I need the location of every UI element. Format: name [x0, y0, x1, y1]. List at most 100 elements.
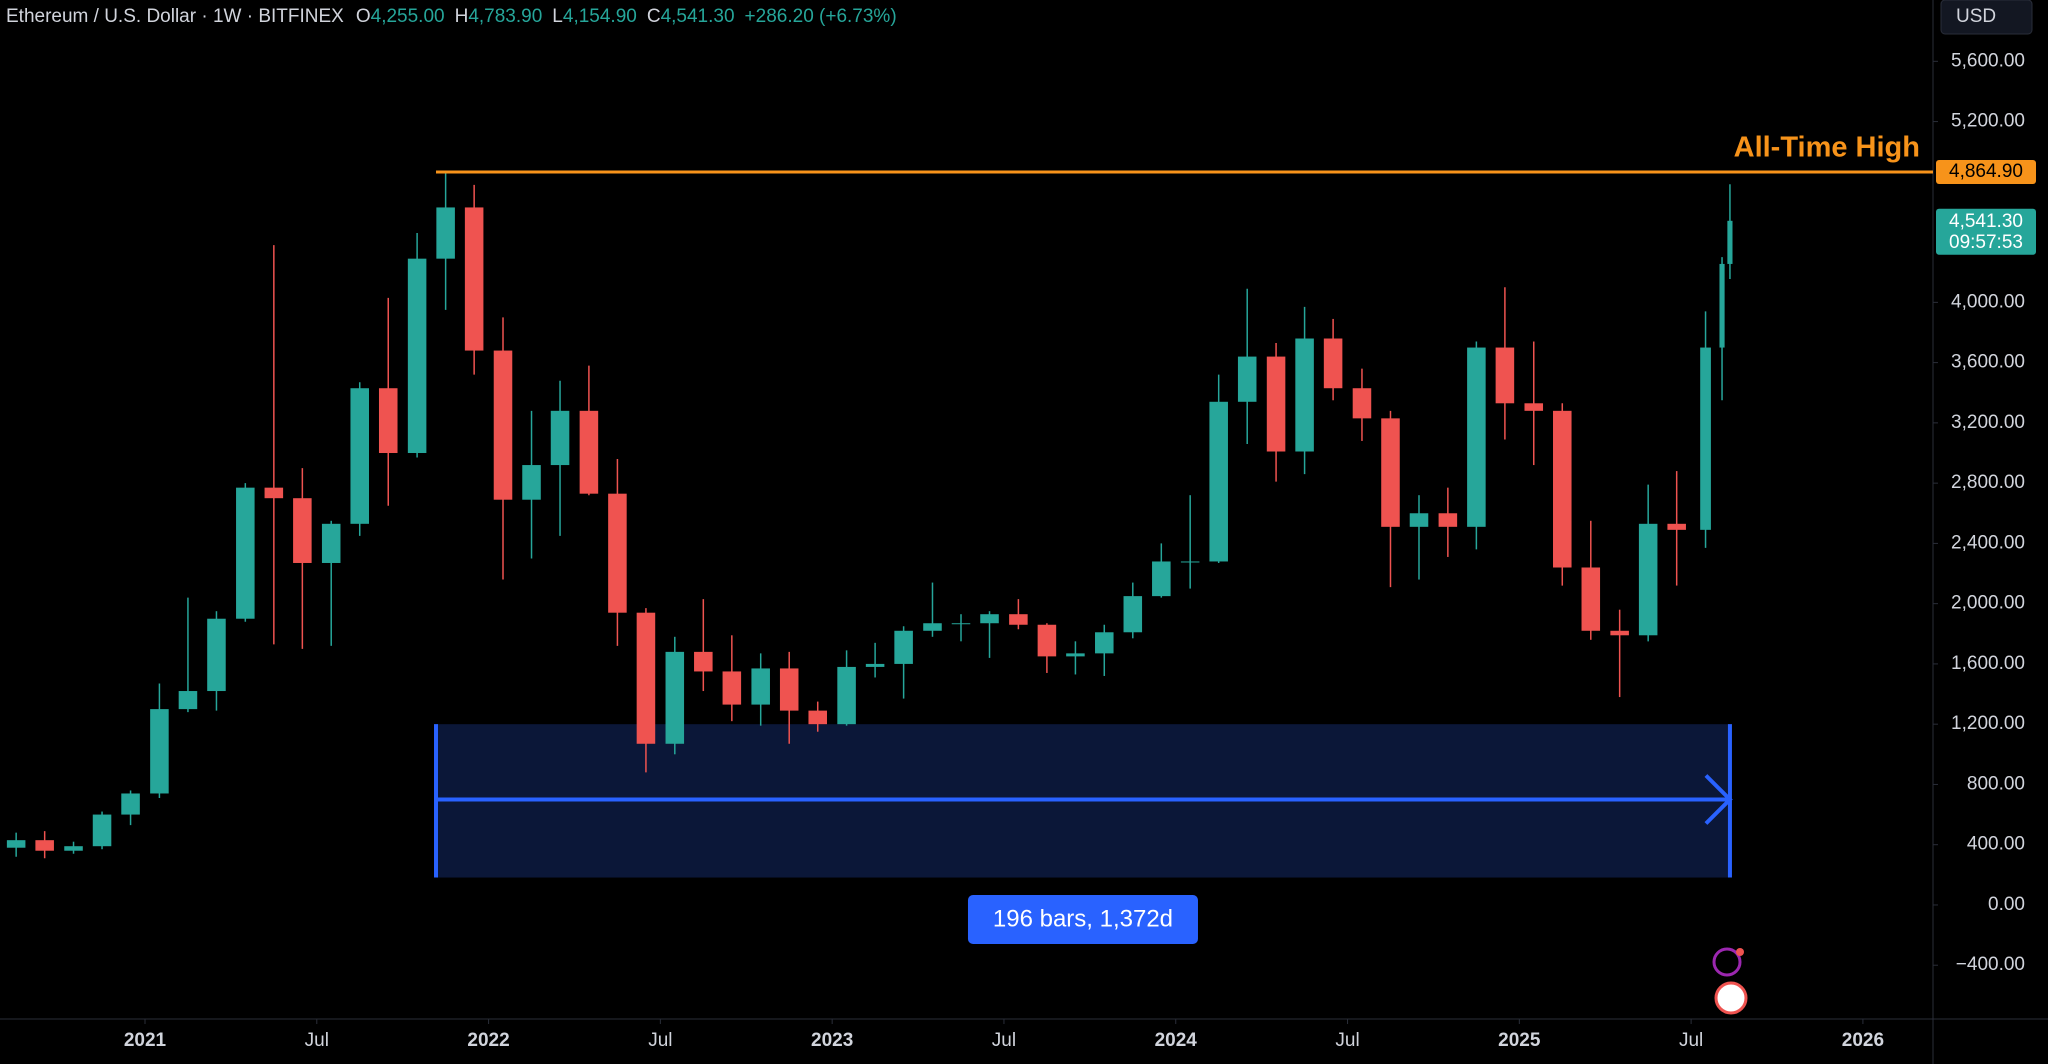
candle-body: [178, 691, 198, 710]
candle-body: [923, 623, 942, 631]
candle-body: [1381, 418, 1400, 527]
candle-body: [1700, 347, 1711, 530]
y-tick-label: 3,600.00: [1951, 352, 2025, 373]
candle-body: [751, 668, 770, 705]
candle-body: [779, 668, 799, 711]
candle-body: [92, 814, 112, 847]
candle-body: [407, 258, 427, 454]
ohlc-value: 4,255.00: [371, 6, 445, 27]
candle-body: [1638, 523, 1658, 636]
candle-body: [321, 523, 341, 563]
candle-body: [293, 498, 312, 563]
candle-body: [665, 651, 685, 744]
candle-body: [1352, 388, 1372, 419]
bottom-icons: [1712, 947, 1748, 1015]
candle-body: [1095, 632, 1114, 654]
date-range-label-box: [967, 895, 1198, 944]
candle-body: [1209, 401, 1228, 562]
candle-body: [808, 710, 827, 725]
countdown-label: 09:57:53: [1949, 232, 2023, 253]
x-tick-label: 2026: [1842, 1030, 1884, 1051]
candle-body: [894, 630, 913, 664]
candle-body: [6, 840, 26, 848]
y-tick-label: 1,200.00: [1951, 713, 2025, 734]
candle-body: [1610, 630, 1629, 636]
candle-body: [1495, 347, 1515, 404]
y-tick-label: 800.00: [1967, 773, 2025, 794]
currency-label: USD: [1956, 6, 1996, 27]
candle-body: [1237, 356, 1257, 402]
candle-body: [436, 207, 455, 259]
economy-icon[interactable]: [1714, 981, 1748, 1015]
candle-body: [1123, 596, 1143, 633]
candle-body: [1009, 614, 1028, 625]
chart-header: Ethereum / U.S. Dollar · 1W · BITFINEX O4…: [6, 6, 897, 27]
candle-body: [1719, 263, 1725, 348]
change-value: +286.20 (+6.73%): [745, 6, 897, 27]
y-tick-label: 400.00: [1967, 834, 2025, 855]
y-tick-label: 4,000.00: [1951, 291, 2025, 312]
ath-price-label: 4,864.90: [1949, 161, 2023, 182]
y-tick-label: 1,600.00: [1951, 653, 2025, 674]
ohlc-value: 4,541.30: [661, 6, 735, 27]
y-tick-label: −400.00: [1956, 954, 2025, 975]
x-tick-label: 2024: [1155, 1030, 1198, 1051]
candle-body: [1581, 567, 1601, 631]
ath-price-tag: [1936, 160, 2036, 185]
ohlc-key: O: [356, 6, 371, 27]
candle-body: [1727, 220, 1733, 264]
currency-box[interactable]: [1940, 0, 2033, 35]
candle-body: [64, 846, 83, 851]
candle-body: [1295, 338, 1314, 452]
candle-body: [1409, 513, 1429, 527]
y-tick-label: 3,200.00: [1951, 412, 2025, 433]
candle-body: [207, 618, 226, 692]
assistant-badge: [1736, 948, 1744, 956]
x-tick-label: Jul: [305, 1030, 329, 1051]
ath-title: All-Time High: [1734, 132, 1920, 164]
x-tick-label: 2021: [124, 1030, 167, 1051]
candle-body: [722, 671, 742, 705]
ohlc-key: L: [552, 6, 563, 27]
candle-body: [350, 388, 369, 524]
candle-body: [1667, 523, 1686, 530]
last-price-label: 4,541.30: [1949, 211, 2023, 232]
ohlc-key: H: [455, 6, 469, 27]
candle-body: [1152, 561, 1171, 597]
candle-body: [378, 388, 398, 454]
last-price-tag: [1936, 208, 2036, 255]
candle-body: [579, 410, 599, 494]
y-tick-label: 2,000.00: [1951, 593, 2025, 614]
y-tick-label: 2,800.00: [1951, 472, 2025, 493]
x-tick-label: 2023: [811, 1030, 853, 1051]
ohlc-value: 4,783.90: [468, 6, 542, 27]
candle-body: [694, 651, 713, 672]
candle-body: [35, 840, 54, 851]
candle-body: [150, 709, 169, 794]
candle-body: [1524, 403, 1544, 411]
candle-body: [1066, 653, 1085, 657]
candle-body: [550, 410, 570, 466]
x-tick-label: Jul: [1335, 1030, 1359, 1051]
candle-body: [1037, 624, 1057, 657]
candle-body: [1266, 356, 1286, 452]
candle-body: [1553, 410, 1572, 568]
candle-body: [636, 612, 656, 744]
candle-body: [522, 465, 541, 500]
x-tick-label: Jul: [648, 1030, 672, 1051]
y-tick-label: 2,400.00: [1951, 532, 2025, 553]
assistant-icon[interactable]: [1712, 947, 1742, 977]
candle-body: [1323, 338, 1343, 389]
date-range-label: 196 bars, 1,372d: [993, 905, 1173, 932]
candle-body: [464, 207, 484, 351]
candle-body: [980, 614, 999, 624]
candle-body: [608, 493, 627, 613]
candle-body: [1180, 561, 1200, 563]
candle-body: [837, 666, 856, 725]
candle-body: [1438, 513, 1458, 527]
candle-body: [865, 663, 885, 667]
arrow-head: [1704, 774, 1733, 825]
y-tick-label: 5,600.00: [1951, 50, 2025, 71]
